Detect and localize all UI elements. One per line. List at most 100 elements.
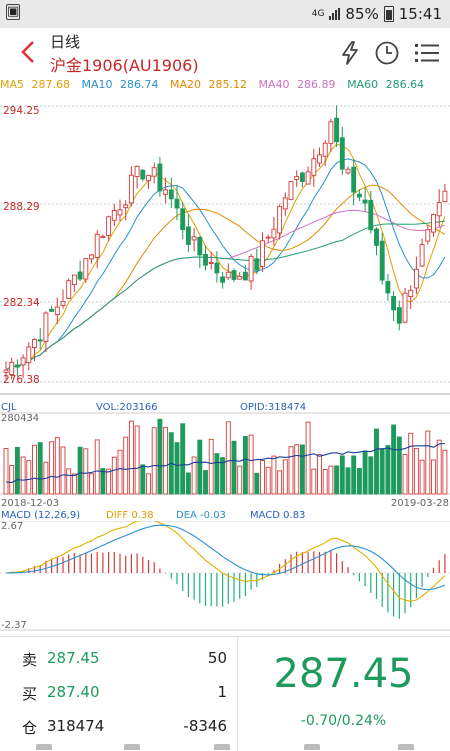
volume-bar: [339, 455, 345, 495]
candle: [60, 300, 66, 307]
volume-bar: [408, 432, 414, 495]
candle: [368, 200, 374, 231]
volume-bar: [317, 454, 322, 495]
candle: [185, 226, 191, 245]
volume-chart[interactable]: [0, 412, 450, 496]
quote-divider: [237, 637, 238, 751]
tab-icon[interactable]: [398, 744, 414, 750]
macd-title: MACD (12,26,9): [1, 510, 81, 521]
tab-icon[interactable]: [124, 744, 140, 750]
candle: [151, 167, 157, 177]
tab-icon[interactable]: [36, 744, 52, 750]
dea-value: DEA -0.03: [176, 510, 226, 521]
volume-bar: [254, 472, 260, 495]
candle: [260, 240, 265, 267]
volume-bar: [442, 449, 448, 495]
candle: [334, 117, 340, 143]
price-axis-max: 294.25: [3, 105, 40, 117]
ma60-label: MA60 286.64: [347, 78, 425, 91]
candle: [277, 206, 283, 234]
macd-chart[interactable]: [0, 521, 450, 631]
volume-bar: [225, 421, 231, 495]
candle: [237, 276, 243, 280]
candle: [408, 289, 414, 297]
volume-bar: [242, 436, 248, 495]
moving-average-legend: MA5 287.68 MA10 286.74 MA20 285.12 MA40 …: [0, 78, 450, 94]
volume-bar: [322, 469, 328, 495]
volume-bar: [311, 468, 317, 495]
candle: [174, 198, 180, 209]
volume-bar: [362, 450, 368, 495]
candle: [66, 280, 72, 299]
price-axis-low: 282.34: [3, 297, 40, 309]
volume-bar: [288, 446, 294, 495]
signal-icon: [329, 8, 341, 20]
volume-bar: [431, 459, 436, 495]
candle: [146, 175, 151, 182]
volume-bar: [83, 448, 89, 495]
volume-bar: [299, 444, 305, 495]
volume-bar: [100, 468, 106, 495]
volume-bar: [123, 436, 129, 495]
ma-line: [5, 209, 446, 371]
volume-bar: [368, 456, 374, 495]
candle: [77, 271, 83, 280]
macd-value: MACD 0.83: [250, 510, 306, 521]
buy-price: 287.40: [47, 683, 100, 701]
candle: [191, 236, 197, 241]
app-header: 日线 沪金1906(AU1906): [0, 28, 450, 76]
cjl-label: CJL: [1, 402, 17, 413]
volume-bar: [14, 446, 20, 495]
ma5-label: MA5 287.68: [0, 78, 71, 91]
candle: [180, 208, 186, 231]
diff-line: [5, 521, 446, 602]
lightning-icon[interactable]: [338, 40, 364, 66]
volume-bar: [128, 420, 134, 495]
diff-value: DIFF 0.38: [106, 510, 154, 521]
candle: [9, 361, 15, 375]
candle: [317, 154, 322, 164]
volume-bar: [60, 446, 66, 495]
price-axis-min: 276.38: [3, 374, 40, 386]
volume-bar: [140, 464, 146, 495]
sell-qty: 50: [207, 649, 227, 667]
status-bar: ▣ 4G 85% 15:41: [0, 0, 450, 28]
candle: [442, 190, 448, 202]
candle: [374, 228, 379, 246]
volume-bar: [89, 473, 94, 495]
volume-bar: [49, 441, 55, 495]
volume-bar: [117, 449, 123, 495]
candle: [100, 236, 106, 239]
image-notification-icon: ▣: [6, 4, 20, 20]
volume-bar: [328, 465, 334, 495]
volume-bar: [282, 459, 288, 495]
volume-bar: [305, 421, 311, 495]
candle: [356, 193, 362, 198]
volume-axis-max: 280434: [1, 413, 40, 424]
tab-icon[interactable]: [304, 744, 320, 750]
candle: [32, 338, 37, 348]
start-date: 2018-12-03: [1, 498, 60, 509]
back-arrow-icon[interactable]: [16, 38, 42, 66]
position-value: 318474: [47, 717, 105, 735]
volume-bar: [379, 448, 385, 495]
candle: [208, 262, 214, 265]
tab-icon[interactable]: [214, 744, 230, 750]
sell-row: 卖 287.45 50: [0, 643, 237, 673]
candle: [265, 236, 271, 239]
candle: [71, 274, 77, 285]
network-indicator: 4G: [311, 8, 325, 19]
dea-line: [5, 524, 446, 591]
clock-time: 15:41: [398, 5, 442, 23]
volume-bar: [37, 442, 43, 495]
clock-icon[interactable]: [374, 40, 400, 66]
candle: [94, 233, 100, 258]
ma20-label: MA20 285.12: [170, 78, 248, 91]
candlestick-chart[interactable]: [0, 94, 450, 404]
volume-bar: [174, 442, 180, 495]
candle: [271, 228, 277, 239]
volume-bar: [260, 460, 265, 495]
menu-icon[interactable]: [414, 40, 440, 66]
battery-percent: 85%: [345, 5, 379, 23]
candle: [3, 369, 9, 373]
